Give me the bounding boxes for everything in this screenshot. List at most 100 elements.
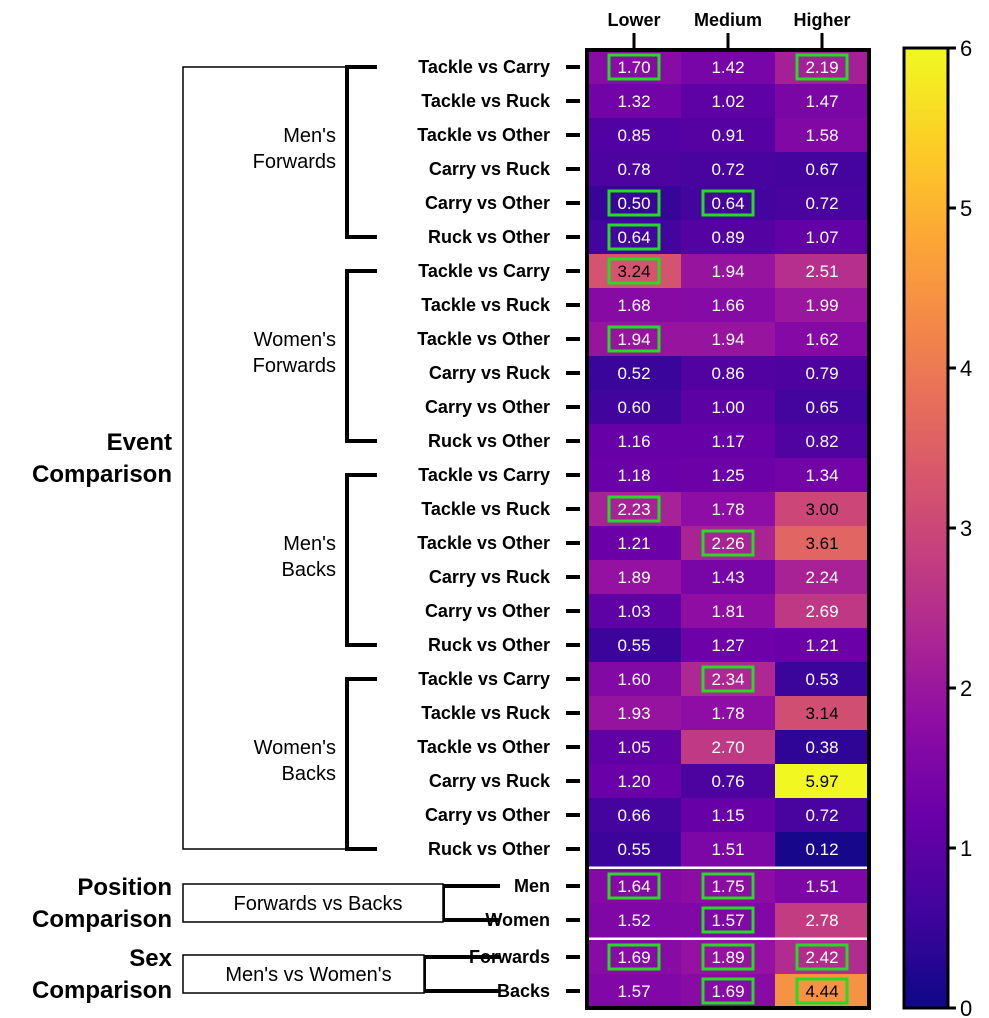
heatmap-cell [681, 798, 776, 833]
cell-value-label: 1.16 [617, 432, 650, 451]
row-label: Tackle vs Carry [418, 57, 550, 77]
cell-value-label: 0.86 [711, 364, 744, 383]
cell-value-label: 2.78 [805, 911, 838, 930]
heatmap-cell [775, 220, 870, 255]
cell-value-label: 1.34 [805, 466, 838, 485]
section-label: Sex [129, 945, 172, 972]
row-label: Tackle vs Other [417, 125, 550, 145]
colorbar-tick-label: 3 [960, 516, 972, 541]
group-label: Backs [282, 559, 336, 581]
cell-value-label: 0.60 [617, 398, 650, 417]
group-label: Women's [254, 329, 336, 351]
group-bracket [345, 65, 377, 239]
cell-value-label: 1.94 [711, 262, 744, 281]
cell-value-label: 2.23 [617, 500, 650, 519]
heatmap-cell [775, 84, 870, 119]
cell-value-label: 1.64 [617, 877, 650, 896]
cell-value-label: 0.50 [617, 194, 650, 213]
heatmap-cell [775, 628, 870, 663]
cell-value-label: 1.78 [711, 500, 744, 519]
column-headers: Lower Medium Higher [607, 10, 851, 50]
highlight-box [795, 977, 849, 1005]
row-label: Tackle vs Other [417, 329, 550, 349]
cell-value-label: 0.76 [711, 772, 744, 791]
cell-value-label: 1.69 [617, 948, 650, 967]
cell-value-label: 2.19 [805, 58, 838, 77]
cell-value-label: 3.24 [617, 262, 650, 281]
row-label: Tackle vs Carry [418, 669, 550, 689]
group-bracket [345, 269, 377, 443]
cell-value-label: 1.03 [617, 602, 650, 621]
cell-value-label: 0.55 [617, 840, 650, 859]
cell-value-label: 0.65 [805, 398, 838, 417]
highlight-box [607, 943, 661, 971]
heatmap-cell [775, 288, 870, 323]
cell-value-label: 0.64 [711, 194, 744, 213]
cell-value-label: 1.52 [617, 911, 650, 930]
cell-value-label: 1.99 [805, 296, 838, 315]
section-label: Comparison [32, 977, 172, 1004]
highlight-box [795, 53, 849, 81]
heatmap-cell [775, 869, 870, 904]
heatmap-cell [587, 903, 682, 938]
cell-value-label: 1.32 [617, 92, 650, 111]
heatmap-cell [587, 152, 682, 187]
cell-value-label: 2.34 [711, 670, 744, 689]
cell-value-label: 4.44 [805, 982, 838, 1001]
row-label: Backs [497, 981, 550, 1001]
heatmap-cell [775, 152, 870, 187]
row-label: Tackle vs Ruck [421, 499, 551, 519]
group-label-box [182, 883, 444, 923]
cell-value-label: 1.27 [711, 636, 744, 655]
row-label: Tackle vs Carry [418, 261, 550, 281]
row-label: Tackle vs Other [417, 737, 550, 757]
heatmap-cell [587, 974, 682, 1009]
cell-value-label: 0.64 [617, 228, 650, 247]
heatmap-cell [681, 390, 776, 425]
heatmap-cell [775, 560, 870, 595]
heatmap-cell [775, 662, 870, 697]
column-header: Lower [607, 10, 660, 30]
cell-value-label: 3.61 [805, 534, 838, 553]
cell-value-label: 1.78 [711, 704, 744, 723]
cell-value-label: 0.78 [617, 160, 650, 179]
heatmap-cell [681, 628, 776, 663]
heatmap-cell [681, 288, 776, 323]
cell-value-label: 0.72 [711, 160, 744, 179]
heatmap-cell [681, 322, 776, 357]
cell-value-label: 0.85 [617, 126, 650, 145]
cell-value-label: 1.18 [617, 466, 650, 485]
row-label: Carry vs Ruck [429, 159, 551, 179]
cell-value-label: 1.21 [617, 534, 650, 553]
row-label: Carry vs Ruck [429, 363, 551, 383]
group-labels: Men's Forwards Women's Forwards Men's Backs Wo… [182, 65, 500, 994]
group-label: Forwards [253, 151, 336, 173]
row-label: Women [485, 910, 550, 930]
heatmap-cell [681, 356, 776, 391]
cell-value-label: 0.89 [711, 228, 744, 247]
cell-value-label: 0.55 [617, 636, 650, 655]
cell-value-label: 2.26 [711, 534, 744, 553]
colorbar-tick-label: 0 [960, 996, 972, 1018]
group-label: Men's [283, 125, 336, 147]
cell-value-label: 1.17 [711, 432, 744, 451]
highlight-box [607, 223, 661, 251]
heatmap-cell [775, 424, 870, 459]
highlight-box [701, 977, 755, 1005]
cell-value-label: 5.97 [805, 772, 838, 791]
cell-value-label: 0.79 [805, 364, 838, 383]
cell-value-label: 1.57 [617, 982, 650, 1001]
heatmap-cell [587, 662, 682, 697]
cell-value-label: 1.25 [711, 466, 744, 485]
row-label: Tackle vs Carry [418, 465, 550, 485]
highlight-box [701, 529, 755, 557]
heatmap-cell [775, 730, 870, 765]
group-label: Forwards vs Backs [234, 893, 403, 915]
heatmap-cell [775, 903, 870, 938]
row-label: Ruck vs Other [428, 227, 550, 247]
heatmap-cell [775, 322, 870, 357]
heatmap-cell [587, 628, 682, 663]
group-label-box [182, 954, 425, 994]
heatmap-cell [587, 730, 682, 765]
column-header: Higher [793, 10, 850, 30]
